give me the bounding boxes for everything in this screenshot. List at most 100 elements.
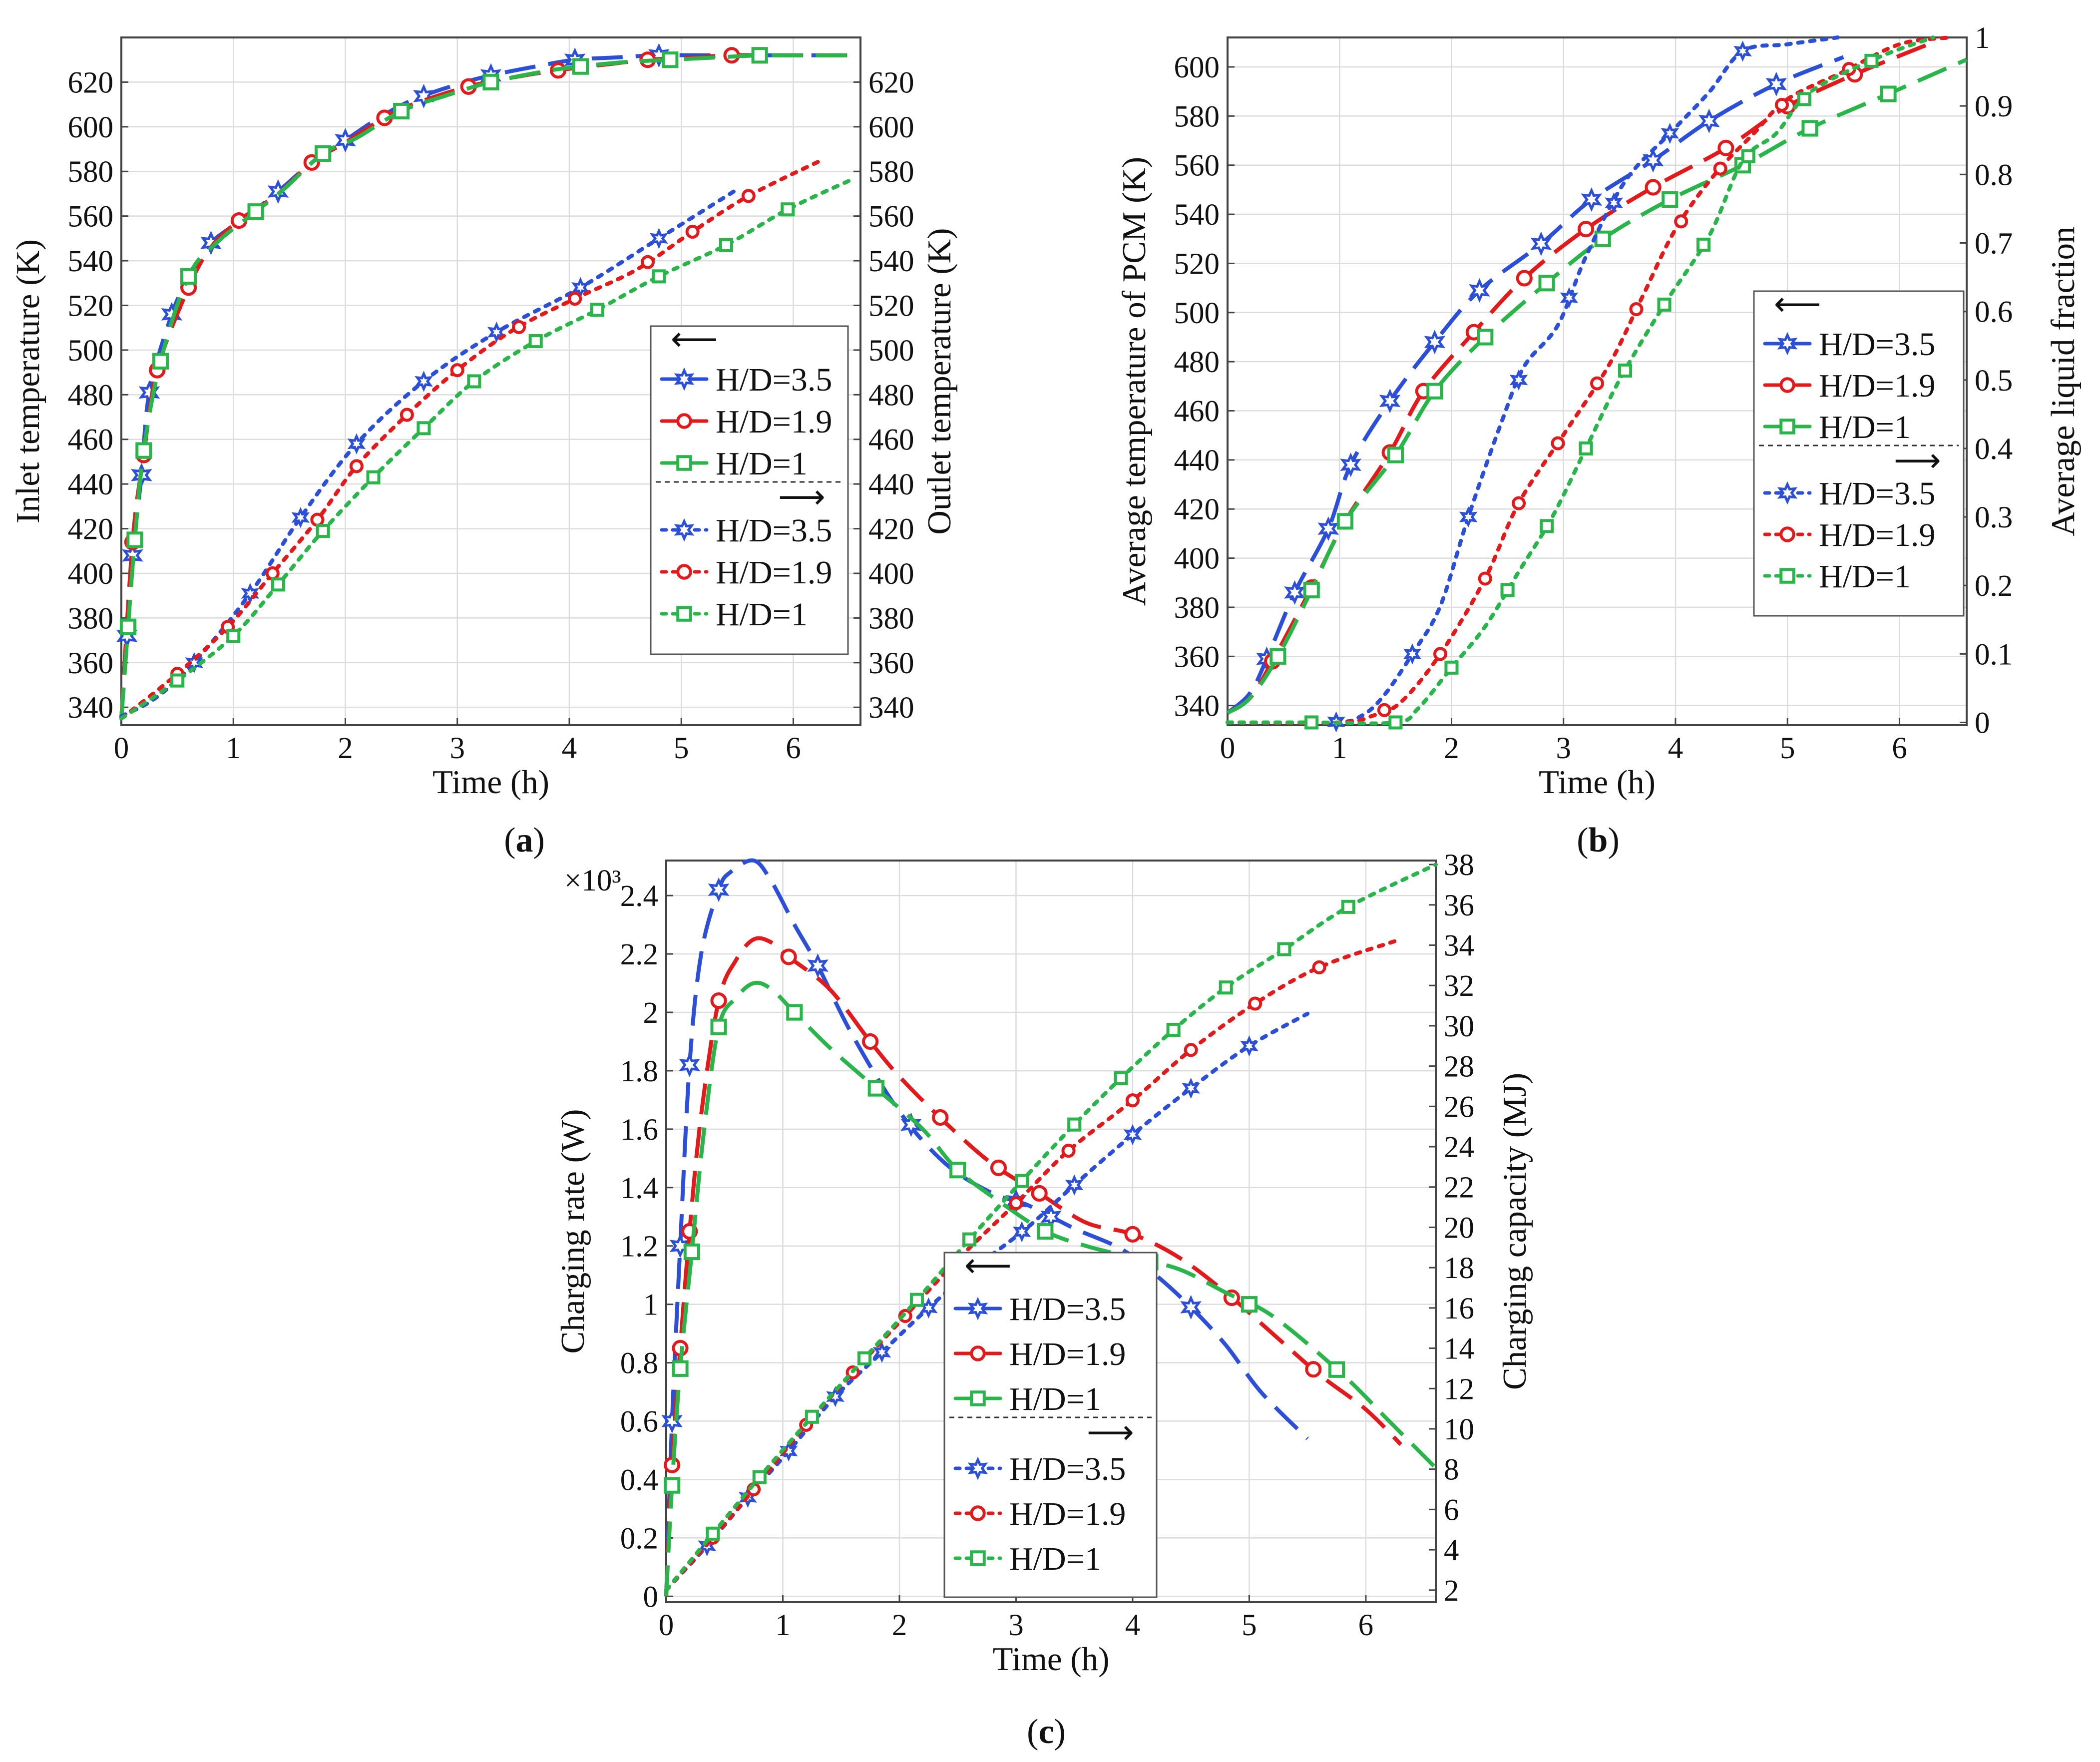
data-point-circle xyxy=(1031,1185,1048,1202)
legend-entry-label: H/D=1 xyxy=(1009,1381,1101,1417)
data-point-square xyxy=(652,269,666,284)
legend: ⟵⟶H/D=3.5H/D=1.9H/D=1H/D=3.5H/D=1.9H/D=1 xyxy=(943,1248,1158,1598)
data-point-square xyxy=(1341,899,1355,914)
data-point-circle xyxy=(1713,161,1727,176)
data-point-circle xyxy=(1645,179,1662,196)
panel-label: (c) xyxy=(1027,1713,1066,1751)
data-point-star xyxy=(1530,231,1552,256)
data-point-star xyxy=(679,1052,700,1077)
data-point-square xyxy=(135,442,152,459)
x-tick-label: 3 xyxy=(1008,1609,1024,1642)
data-point-circle xyxy=(932,1109,949,1126)
x-tick-label: 5 xyxy=(674,732,689,765)
data-point-star xyxy=(1459,506,1478,528)
data-point-star xyxy=(807,953,829,978)
data-point-star xyxy=(415,371,433,392)
data-point-square xyxy=(1269,648,1286,665)
y-tick-label: 1.6 xyxy=(620,1113,658,1147)
data-point-star xyxy=(1123,1124,1142,1145)
y2-tick-label: 36 xyxy=(1444,889,1474,922)
data-point-square xyxy=(706,1526,720,1541)
data-point-square xyxy=(1662,191,1679,208)
x-tick-label: 2 xyxy=(892,1609,907,1642)
legend-marker-square xyxy=(1779,568,1795,584)
legend-entry-label: H/D=1 xyxy=(1009,1541,1101,1577)
data-point-square xyxy=(1797,92,1811,106)
data-point-square xyxy=(572,58,589,75)
y2-tick-label: 30 xyxy=(1444,1010,1474,1043)
y2-tick-label: 20 xyxy=(1444,1211,1474,1245)
data-point-star xyxy=(1765,71,1787,96)
legend-marker-square xyxy=(970,1550,986,1566)
data-point-star xyxy=(291,507,310,528)
y-tick-label: 1.4 xyxy=(620,1172,658,1205)
data-point-star xyxy=(1424,330,1446,355)
y-tick-label: 340 xyxy=(1174,690,1220,723)
legend-left-axis-arrow: ⟵ xyxy=(671,321,718,358)
y2-tick-label: 600 xyxy=(868,111,914,144)
y-tick-label: 400 xyxy=(68,557,114,591)
y2-tick-label: 0 xyxy=(1975,707,1990,740)
y-tick-label: 460 xyxy=(1174,395,1220,429)
data-point-square xyxy=(1618,363,1633,378)
y2-tick-label: 22 xyxy=(1444,1171,1474,1205)
x-tick-label: 0 xyxy=(1220,732,1236,765)
data-point-circle xyxy=(990,1159,1007,1176)
data-point-star xyxy=(708,877,730,902)
legend-marker-square xyxy=(676,455,692,471)
x-tick-label: 3 xyxy=(1556,732,1571,765)
y2-tick-label: 380 xyxy=(868,602,914,635)
legend-entry-label: H/D=1.9 xyxy=(716,404,832,440)
y-tick-label: 360 xyxy=(1174,640,1220,674)
data-point-star xyxy=(1012,1221,1031,1243)
axis-multiplier: ×10³ xyxy=(564,864,621,897)
data-point-square xyxy=(482,73,499,91)
y2-tick-label: 32 xyxy=(1444,969,1474,1003)
legend-entry-label: H/D=3.5 xyxy=(716,512,832,549)
data-point-circle xyxy=(780,948,797,965)
y-tick-label: 500 xyxy=(68,334,114,368)
y2-tick-label: 0.7 xyxy=(1975,227,2013,260)
y2-tick-label: 420 xyxy=(868,513,914,546)
y2-tick-label: 4 xyxy=(1444,1534,1459,1567)
data-point-circle xyxy=(1516,270,1533,287)
legend-marker-star xyxy=(967,1456,988,1480)
x-tick-label: 1 xyxy=(226,732,241,765)
data-point-square xyxy=(949,1162,966,1179)
legend-entry-label: H/D=3.5 xyxy=(1819,326,1935,363)
data-point-star xyxy=(1284,580,1305,605)
y-tick-label: 460 xyxy=(68,424,114,457)
y2-tick-label: 16 xyxy=(1444,1292,1474,1325)
data-point-star xyxy=(1065,1174,1084,1196)
data-point-star xyxy=(413,83,434,109)
legend-marker-star xyxy=(1777,481,1798,505)
legend-marker-star xyxy=(967,1297,988,1321)
legend-entry-label: H/D=1.9 xyxy=(1009,1496,1126,1532)
y-tick-label: 520 xyxy=(1174,247,1220,281)
y-tick-label: 2.2 xyxy=(620,938,658,971)
plot-frame xyxy=(120,36,861,726)
y2-tick-label: 620 xyxy=(868,66,914,99)
y2-tick-label: 400 xyxy=(868,557,914,591)
y2-tick-label: 12 xyxy=(1444,1372,1474,1406)
data-point-star xyxy=(826,1386,844,1407)
legend-marker-square xyxy=(1779,419,1795,435)
data-point-square xyxy=(1540,519,1554,533)
data-point-star xyxy=(1733,40,1752,62)
data-point-circle xyxy=(1305,1361,1322,1378)
data-point-square xyxy=(962,1232,977,1247)
data-point-circle xyxy=(1629,302,1644,317)
legend-entry-label: H/D=1 xyxy=(1819,558,1911,595)
legend-entry-label: H/D=1 xyxy=(716,596,808,633)
legend-entry-label: H/D=3.5 xyxy=(1819,475,1935,512)
data-point-star xyxy=(1661,122,1680,144)
legend-entry-label: H/D=1 xyxy=(716,445,808,482)
y-tick-label: 560 xyxy=(68,200,114,234)
data-point-star xyxy=(1581,187,1603,212)
chart-panel-b: 0 1 2 3 4 5 6 340 360 380 400 420 440 460 480 500 520 540… xyxy=(1116,21,2082,860)
y2-tick-label: 560 xyxy=(868,200,914,234)
data-point-square xyxy=(126,531,143,548)
panel-label: (a) xyxy=(504,821,545,860)
data-point-star xyxy=(661,1408,683,1434)
